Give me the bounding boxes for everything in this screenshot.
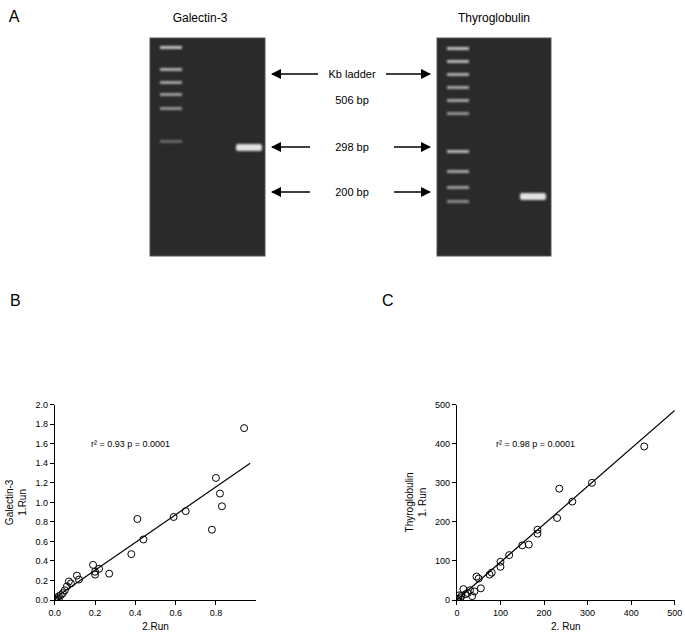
svg-text:0.4: 0.4 bbox=[129, 608, 142, 618]
svg-text:r² = 0.98 p = 0.0001: r² = 0.98 p = 0.0001 bbox=[496, 439, 575, 449]
svg-text:0.6: 0.6 bbox=[35, 537, 48, 547]
svg-text:500: 500 bbox=[435, 400, 450, 410]
svg-text:Galectin-3: Galectin-3 bbox=[173, 11, 228, 25]
svg-text:298 bp: 298 bp bbox=[335, 141, 369, 153]
svg-text:Kb ladder: Kb ladder bbox=[328, 68, 375, 80]
svg-text:C: C bbox=[382, 292, 394, 309]
svg-text:400: 400 bbox=[624, 608, 639, 618]
svg-text:0.0: 0.0 bbox=[35, 595, 48, 605]
svg-text:1.6: 1.6 bbox=[35, 439, 48, 449]
svg-text:200 bp: 200 bp bbox=[335, 186, 369, 198]
svg-text:r² = 0.93 p = 0.0001: r² = 0.93 p = 0.0001 bbox=[91, 439, 170, 449]
svg-text:1.4: 1.4 bbox=[35, 458, 48, 468]
svg-text:200: 200 bbox=[537, 608, 552, 618]
svg-text:0.8: 0.8 bbox=[35, 517, 48, 527]
svg-text:0.6: 0.6 bbox=[169, 608, 182, 618]
svg-text:0.2: 0.2 bbox=[35, 576, 48, 586]
svg-text:400: 400 bbox=[435, 439, 450, 449]
svg-text:300: 300 bbox=[435, 478, 450, 488]
svg-text:1.0: 1.0 bbox=[35, 498, 48, 508]
svg-text:Thyroglobulin1. Run: Thyroglobulin1. Run bbox=[404, 472, 428, 532]
svg-text:0.4: 0.4 bbox=[35, 556, 48, 566]
svg-text:1.8: 1.8 bbox=[35, 419, 48, 429]
svg-text:2.Run: 2.Run bbox=[142, 621, 169, 632]
svg-text:0.2: 0.2 bbox=[89, 608, 102, 618]
svg-text:Galectin-31.Run: Galectin-31.Run bbox=[4, 479, 28, 525]
svg-text:100: 100 bbox=[493, 608, 508, 618]
svg-text:2.0: 2.0 bbox=[35, 400, 48, 410]
svg-text:Thyroglobulin: Thyroglobulin bbox=[458, 11, 530, 25]
svg-text:0.8: 0.8 bbox=[210, 608, 223, 618]
svg-text:506 bp: 506 bp bbox=[335, 94, 369, 106]
svg-text:500: 500 bbox=[667, 608, 682, 618]
svg-text:300: 300 bbox=[580, 608, 595, 618]
svg-text:B: B bbox=[10, 292, 21, 309]
svg-text:200: 200 bbox=[435, 517, 450, 527]
svg-text:2. Run: 2. Run bbox=[551, 621, 580, 632]
svg-text:A: A bbox=[9, 8, 20, 25]
svg-text:0: 0 bbox=[454, 608, 459, 618]
svg-text:1.2: 1.2 bbox=[35, 478, 48, 488]
svg-text:0: 0 bbox=[445, 595, 450, 605]
svg-text:0.0: 0.0 bbox=[49, 608, 62, 618]
svg-text:100: 100 bbox=[435, 556, 450, 566]
